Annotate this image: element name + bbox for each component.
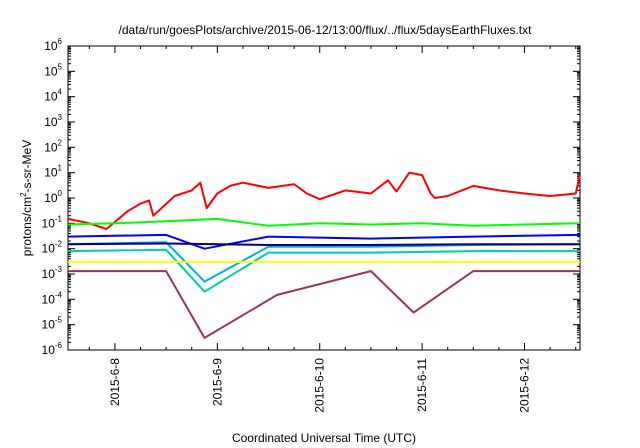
- y-tick-label-base: 10: [42, 292, 56, 306]
- x-tick-label: 2015-6-9: [210, 358, 224, 406]
- y-tick-label: 10-5: [42, 316, 63, 332]
- x-tick-label: 2015-6-12: [518, 358, 532, 413]
- x-tick-label: 2015-6-10: [313, 358, 327, 413]
- series-line: [67, 242, 580, 246]
- series-line: [67, 248, 580, 293]
- y-tick-label-exp: -1: [55, 214, 63, 223]
- y-tick-label-exp: 6: [58, 37, 63, 46]
- series-line: [68, 270, 580, 339]
- y-tick-label: 103: [44, 113, 62, 129]
- series-line: [67, 171, 581, 230]
- y-tick-label: 10-6: [42, 341, 63, 357]
- y-tick-label: 100: [44, 189, 62, 205]
- x-tick-label: 2015-6-8: [108, 358, 122, 406]
- y-tick-label-base: 10: [42, 216, 56, 230]
- y-tick-label-exp: -5: [55, 316, 63, 325]
- y-tick-label-exp: 2: [58, 138, 63, 147]
- y-tick-label-exp: 3: [58, 113, 63, 122]
- y-tick-label-base: 10: [44, 90, 58, 104]
- y-tick-label: 101: [44, 164, 62, 180]
- series-layer: [67, 171, 581, 339]
- x-axis-label: Coordinated Universal Time (UTC): [232, 431, 416, 445]
- y-tick-label: 102: [44, 138, 62, 154]
- y-tick-label: 106: [44, 37, 62, 53]
- x-axis-ticks: 2015-6-8 2015-6-9 2015-6-10 2015-6-11 2015-6…: [88, 46, 577, 413]
- series-line: [67, 233, 581, 250]
- y-tick-label-base: 10: [42, 267, 56, 281]
- y-axis-label: protons/cm2-s-sr-MeV: [19, 140, 34, 256]
- y-tick-label-base: 10: [44, 191, 58, 205]
- y-tick-label-base: 10: [44, 39, 58, 53]
- y-tick-label-exp: 4: [58, 88, 63, 97]
- y-tick-label-exp: 0: [58, 189, 63, 198]
- y-tick-label-exp: -3: [55, 265, 63, 274]
- y-axis-label-sup: 2: [19, 192, 28, 197]
- y-tick-label-exp: 1: [58, 164, 63, 173]
- y-tick-label: 105: [44, 62, 62, 78]
- y-tick-label-base: 10: [44, 64, 58, 78]
- y-axis-label-main: protons/cm: [20, 197, 34, 256]
- y-tick-label-exp: -6: [55, 341, 63, 350]
- y-tick-label-base: 10: [44, 115, 58, 129]
- x-tick-label: 2015-6-11: [415, 358, 429, 412]
- y-tick-label-exp: -4: [55, 290, 63, 299]
- y-tick-label: 10-4: [42, 290, 63, 306]
- y-tick-label-base: 10: [44, 140, 58, 154]
- series-line: [67, 217, 581, 227]
- y-tick-label-base: 10: [42, 318, 56, 332]
- y-tick-label-base: 10: [42, 343, 56, 357]
- y-tick-label-exp: -2: [55, 240, 63, 249]
- y-tick-label-base: 10: [42, 242, 56, 256]
- y-axis-label-tail: -s-sr-MeV: [20, 140, 34, 193]
- y-tick-label-base: 10: [44, 166, 58, 180]
- y-tick-label: 10-2: [42, 240, 63, 256]
- y-tick-label-exp: 5: [58, 62, 63, 71]
- chart-title: /data/run/goesPlots/archive/2015-06-12/1…: [119, 23, 533, 37]
- y-axis-ticks: 10-610-510-410-310-210-11001011021031041…: [42, 37, 580, 357]
- y-tick-label: 10-3: [42, 265, 63, 281]
- y-tick-label: 104: [44, 88, 62, 104]
- y-tick-label: 10-1: [42, 214, 63, 230]
